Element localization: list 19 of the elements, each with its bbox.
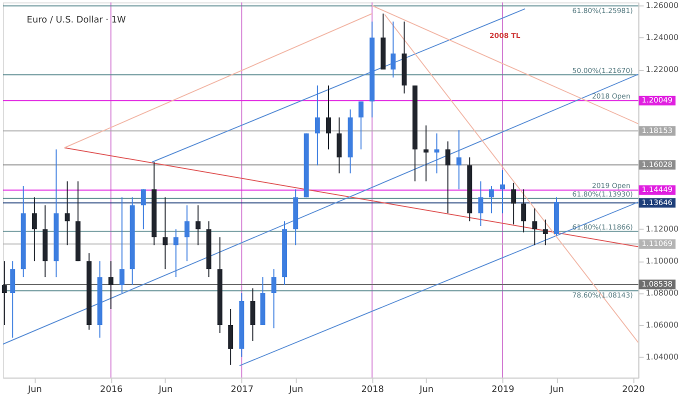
x-tick-label: 2017 bbox=[230, 385, 254, 396]
x-tick-label: Jun bbox=[288, 385, 304, 396]
y-tick-label: 1.26000 bbox=[646, 1, 679, 10]
x-tick-label: 2020 bbox=[622, 385, 646, 396]
y-tick-label: 1.22000 bbox=[646, 64, 679, 74]
x-tick-label: Jun bbox=[26, 385, 42, 396]
x-tick-label: Jun bbox=[418, 385, 434, 396]
y-tick-label: 1.08000 bbox=[646, 288, 679, 298]
y-tick-label: 1.24000 bbox=[646, 33, 679, 42]
x-tick-label: 2016 bbox=[100, 385, 124, 396]
x-tick-label: Jun bbox=[548, 385, 564, 396]
x-tick-label: 2018 bbox=[361, 385, 384, 396]
y-tick-label: 1.12000 bbox=[646, 224, 679, 234]
y-tick-label: 1.10000 bbox=[646, 256, 679, 266]
y-tick-label: 1.06000 bbox=[646, 320, 679, 330]
text: Euro / U.S. Dollar · 1W bbox=[26, 15, 126, 26]
y-tick-label: 1.04000 bbox=[646, 352, 679, 362]
x-tick-label: 2019 bbox=[492, 385, 515, 396]
x-tick-label: Jun bbox=[158, 385, 173, 396]
